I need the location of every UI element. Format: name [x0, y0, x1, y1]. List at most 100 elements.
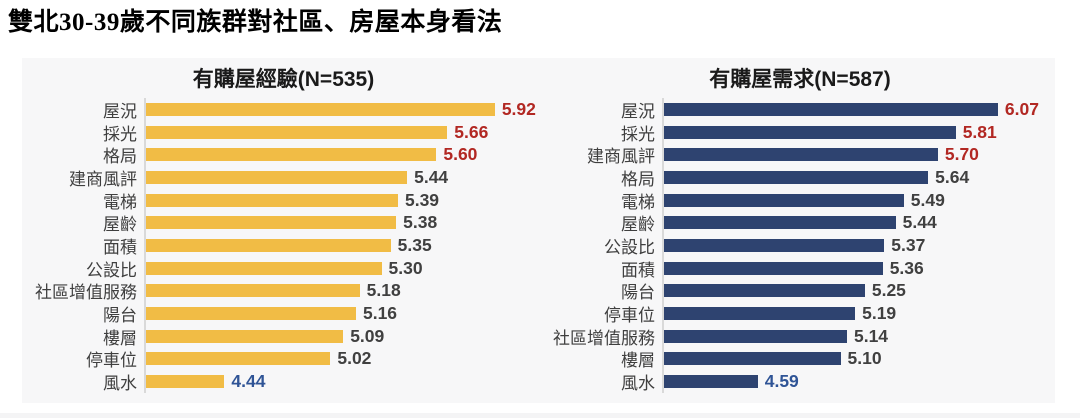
value-label: 5.38 — [403, 212, 438, 233]
bar-row: 電梯 5.49 — [545, 189, 1055, 212]
bar-track: 5.18 — [144, 280, 546, 303]
category-label: 面積 — [621, 260, 655, 280]
bar — [144, 284, 360, 298]
category-label: 建商風評 — [69, 169, 137, 189]
page-title: 雙北30-39歲不同族群對社區、房屋本身看法 — [8, 9, 503, 36]
value-label: 5.44 — [414, 166, 449, 187]
bar-row: 電梯 5.39 — [22, 189, 545, 212]
value-label: 5.81 — [962, 121, 997, 142]
bar — [662, 193, 904, 207]
bar-track: 5.14 — [662, 325, 1019, 348]
plot-area-experience: 屋況 5.92 採光 5.66 格局 5.60 建商風評 5.44 電梯 5.39 屋齡 5.38 面積… — [22, 98, 546, 394]
bar-track: 5.35 — [144, 234, 546, 257]
bar-row: 建商風評 5.70 — [545, 143, 1055, 166]
bar-row: 屋齡 5.44 — [545, 211, 1055, 234]
bar-track: 5.44 — [144, 166, 546, 189]
value-label: 5.64 — [935, 166, 970, 187]
chart-title-demand: 有購屋需求(N=587) — [709, 68, 891, 91]
category-label: 屋況 — [103, 101, 137, 121]
value-label: 4.59 — [764, 371, 799, 392]
chart-title-experience: 有購屋經驗(N=535) — [192, 68, 375, 91]
bar — [144, 329, 344, 343]
bar-row: 停車位 5.02 — [22, 348, 545, 371]
bar-row: 採光 5.66 — [22, 121, 545, 144]
page-bottom-edge — [0, 413, 1080, 418]
category-label: 採光 — [621, 124, 655, 144]
value-label: 5.49 — [910, 189, 945, 210]
bar-track: 5.81 — [662, 121, 1019, 144]
bar-row: 社區增值服務 5.14 — [545, 325, 1055, 348]
bar-track: 5.16 — [144, 302, 546, 325]
bar — [144, 102, 495, 116]
bar-track: 4.59 — [662, 370, 1019, 393]
bar — [144, 125, 448, 139]
category-label: 面積 — [103, 237, 137, 257]
bar-row: 採光 5.81 — [545, 121, 1055, 144]
bar-track: 5.19 — [662, 302, 1019, 325]
bar — [144, 375, 225, 389]
category-label: 格局 — [621, 169, 655, 189]
category-label: 樓層 — [621, 351, 655, 371]
bar-track: 5.37 — [662, 234, 1019, 257]
bar-row: 格局 5.64 — [545, 166, 1055, 189]
category-label: 社區增值服務 — [553, 328, 655, 348]
bar-track: 6.07 — [662, 98, 1039, 121]
value-label: 5.16 — [362, 303, 398, 324]
bar-track: 5.66 — [144, 121, 546, 144]
value-label: 5.09 — [350, 325, 385, 346]
value-label: 5.30 — [388, 257, 423, 278]
plot-area-demand: 屋況 6.07 採光 5.81 建商風評 5.70 格局 5.64 電梯 5.49 屋齡 5.44 公設… — [545, 98, 1055, 394]
bar — [662, 284, 865, 298]
category-label: 停車位 — [86, 351, 137, 371]
bar-row: 屋況 6.07 — [545, 98, 1055, 121]
bar — [662, 375, 758, 389]
bar — [144, 148, 437, 162]
category-label: 風水 — [103, 374, 137, 394]
value-label: 5.25 — [871, 280, 906, 301]
bar-track: 5.64 — [662, 166, 1019, 189]
axis-line — [662, 98, 664, 394]
bar-track: 5.60 — [144, 143, 546, 166]
bar-track: 5.36 — [662, 257, 1019, 280]
bar — [662, 238, 885, 252]
bar — [662, 170, 929, 184]
bar — [144, 307, 356, 321]
category-label: 停車位 — [604, 306, 655, 326]
bar — [662, 148, 938, 162]
bar-track: 5.44 — [662, 211, 1019, 234]
bar — [662, 307, 856, 321]
category-label: 社區增值服務 — [35, 283, 137, 303]
value-label: 5.70 — [944, 144, 979, 165]
category-label: 陽台 — [103, 306, 137, 326]
chart-demand: 有購屋需求(N=587) 屋況 6.07 採光 5.81 建商風評 5.70 格局 5.64 電… — [545, 58, 1055, 403]
category-label: 屋況 — [621, 101, 655, 121]
value-label: 5.92 — [501, 98, 536, 119]
category-label: 電梯 — [103, 192, 137, 212]
category-label: 建商風評 — [587, 147, 655, 167]
bar-track: 5.39 — [144, 189, 546, 212]
bar-row: 格局 5.60 — [22, 143, 545, 166]
bar-track: 5.49 — [662, 189, 1019, 212]
bar-track: 5.09 — [144, 325, 546, 348]
category-label: 採光 — [103, 124, 137, 144]
category-label: 風水 — [621, 374, 655, 394]
bar-track: 4.44 — [144, 370, 546, 393]
bar-row: 屋況 5.92 — [22, 98, 545, 121]
category-label: 屋齡 — [621, 215, 655, 235]
bar-row: 公設比 5.30 — [22, 257, 545, 280]
value-label: 5.19 — [862, 303, 897, 324]
value-label: 5.36 — [889, 257, 924, 278]
value-label: 5.39 — [404, 189, 440, 210]
bar-row: 風水 4.59 — [545, 370, 1055, 393]
value-label: 5.18 — [366, 280, 401, 301]
chart-panel: 有購屋經驗(N=535) 屋況 5.92 採光 5.66 格局 5.60 建商風評 5.44 電… — [22, 58, 1055, 403]
value-label: 4.44 — [231, 371, 266, 392]
bar — [662, 102, 998, 116]
bar — [144, 216, 397, 230]
value-label: 5.66 — [454, 121, 489, 142]
value-label: 6.07 — [1004, 98, 1039, 119]
bar-row: 風水 4.44 — [22, 370, 545, 393]
bar — [144, 261, 382, 275]
bar-row: 陽台 5.25 — [545, 280, 1055, 302]
bar-row: 公設比 5.37 — [545, 234, 1055, 257]
